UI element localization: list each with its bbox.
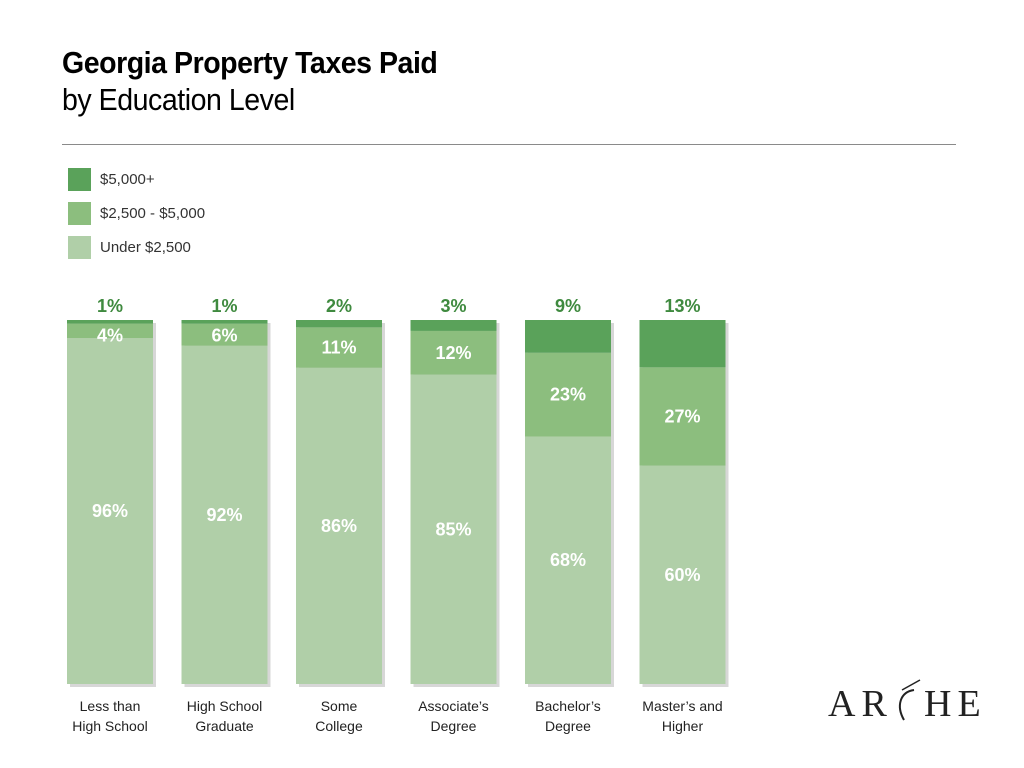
logo-swoosh-icon [901, 679, 921, 691]
legend-item-base: Under $2,500 [68, 230, 205, 264]
category-label: Associate’s [418, 698, 489, 714]
bar-segment-2500-5000 [67, 323, 153, 339]
data-label-5000-plus: 2% [326, 296, 352, 316]
bar-segment-2500-5000 [410, 330, 497, 375]
category-label: High School [72, 718, 148, 734]
category-label: Degree [545, 718, 591, 734]
bar-segment-under-2500 [296, 367, 382, 684]
bar-segment-5000-plus [525, 320, 611, 353]
category-label: Bachelor’s [535, 698, 601, 714]
logo-text-left: AR [828, 683, 893, 725]
data-label-2500-5000: 6% [211, 326, 237, 346]
legend-swatch-base [68, 235, 91, 259]
category-label: Degree [431, 718, 477, 734]
bar-segment-2500-5000 [181, 323, 268, 346]
bar-segment-5000-plus [67, 320, 153, 324]
bar-segment-2500-5000 [296, 327, 382, 368]
legend-label-mid: $2,500 - $5,000 [100, 204, 206, 222]
legend-swatch-top [68, 167, 91, 191]
arche-logo: AR HE [828, 679, 987, 725]
data-label-under-2500: 92% [206, 505, 242, 525]
category-label: Master’s and [642, 698, 722, 714]
data-label-under-2500: 60% [664, 565, 700, 585]
data-label-5000-plus: 9% [555, 296, 581, 316]
category-label: High School [187, 698, 263, 714]
bar-segment-5000-plus [410, 320, 497, 331]
bar-segment-5000-plus [639, 320, 726, 368]
legend-swatch-mid [68, 201, 91, 225]
legend: $5,000+ $2,500 - $5,000 Under $2,500 [68, 162, 205, 264]
data-label-2500-5000: 4% [97, 326, 123, 346]
bar-segment-2500-5000 [639, 367, 726, 466]
logo-arc-icon [898, 689, 915, 721]
logo-text-right: HE [924, 683, 987, 725]
data-label-2500-5000: 23% [550, 385, 586, 405]
data-label-2500-5000: 11% [321, 338, 356, 358]
bar-segment-under-2500 [525, 436, 611, 684]
data-label-5000-plus: 3% [440, 296, 466, 316]
title-block: Georgia Property Taxes Paid by Education… [62, 44, 470, 118]
category-label: Graduate [195, 718, 254, 734]
category-label: Higher [662, 718, 704, 734]
data-label-2500-5000: 12% [435, 343, 471, 363]
data-label-5000-plus: 13% [664, 296, 700, 316]
bar-segment-5000-plus [296, 320, 382, 328]
bar-segment-2500-5000 [525, 352, 611, 437]
data-label-5000-plus: 1% [211, 296, 237, 316]
page-subtitle: by Education Level [62, 82, 295, 117]
legend-label-base: Under $2,500 [100, 238, 191, 256]
title-divider [62, 144, 956, 145]
category-label: Some [321, 698, 358, 714]
data-label-2500-5000: 27% [664, 406, 700, 426]
bar-segment-under-2500 [410, 374, 497, 684]
legend-item-mid: $2,500 - $5,000 [68, 196, 205, 230]
bar-segment-5000-plus [181, 320, 268, 324]
bar-segment-under-2500 [639, 465, 726, 684]
legend-item-top: $5,000+ [68, 162, 205, 196]
page-title: Georgia Property Taxes Paid [62, 45, 438, 80]
data-label-under-2500: 86% [321, 516, 357, 536]
legend-label-top: $5,000+ [100, 170, 155, 188]
category-label: Less than [80, 698, 141, 714]
data-label-under-2500: 85% [435, 519, 471, 539]
data-label-under-2500: 68% [550, 550, 586, 570]
bar-segment-under-2500 [181, 345, 268, 684]
category-label: College [315, 718, 363, 734]
data-label-under-2500: 96% [92, 501, 128, 521]
bar-segment-under-2500 [67, 338, 153, 684]
data-label-5000-plus: 1% [97, 296, 123, 316]
